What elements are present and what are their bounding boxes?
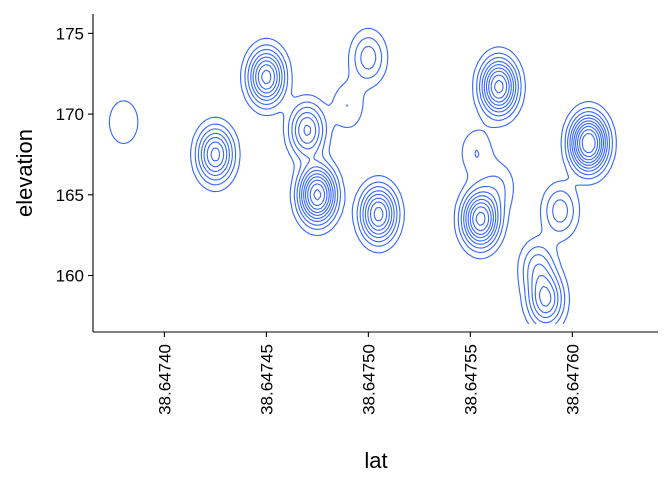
x-axis-title: lat: [364, 448, 387, 473]
contour-lines: [108, 27, 617, 325]
contour-level-line: [261, 69, 601, 232]
contour-level-line: [194, 37, 613, 325]
contour-level-line: [197, 45, 611, 324]
x-tick-label: 38.64755: [461, 344, 480, 415]
y-axis: 160 165 170 175: [56, 14, 94, 332]
y-tick-label: 160: [56, 267, 84, 286]
y-tick-label: 175: [56, 24, 84, 43]
contour-level-line: [203, 56, 606, 314]
x-tick-label: 38.64745: [257, 344, 276, 415]
contour-level-line: [206, 60, 605, 307]
contour-level-line: [200, 52, 608, 319]
y-tick-label: 165: [56, 186, 84, 205]
contour-level-line: [210, 64, 603, 236]
x-tick-label: 38.64760: [563, 344, 582, 415]
y-tick-label: 170: [56, 105, 84, 124]
y-axis-title: elevation: [12, 129, 37, 217]
x-tick-label: 38.64750: [359, 344, 378, 415]
x-axis: 38.64740 38.64745 38.64750 38.64755 38.64760: [93, 331, 658, 415]
x-tick-label: 38.64740: [155, 344, 174, 415]
contour-level-line: [309, 79, 599, 226]
contour-level-line: [313, 132, 596, 201]
contour-level-line: [108, 27, 617, 325]
